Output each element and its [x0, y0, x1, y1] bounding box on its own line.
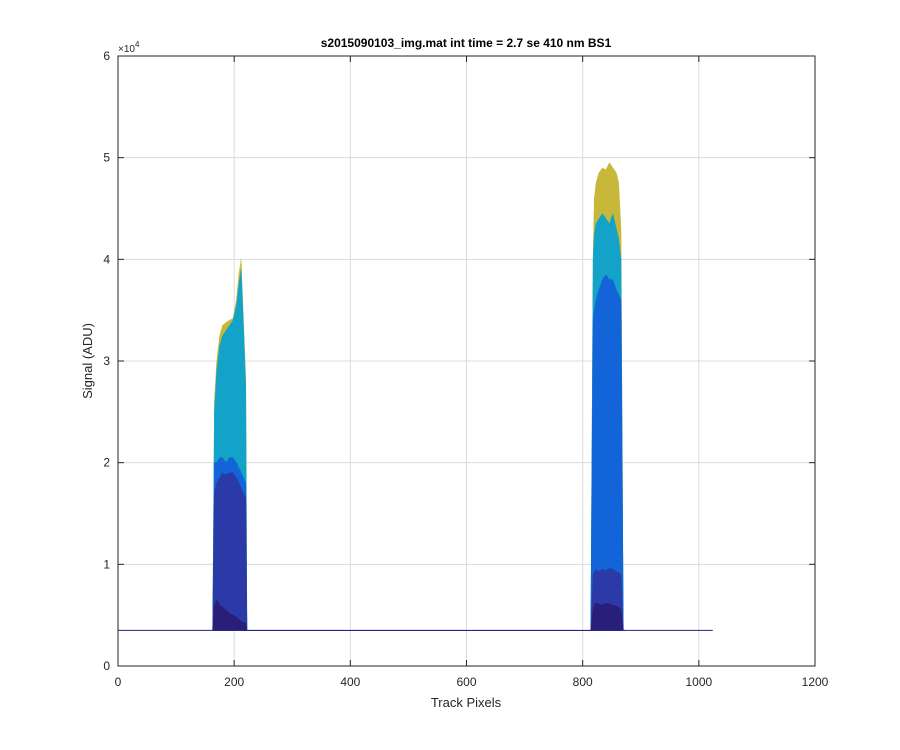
x-axis: 0 200 400 600 800 1000 1200: [115, 56, 829, 689]
area-series-5-peak-1: [212, 599, 250, 631]
area-series-3-peak-2: [249, 274, 626, 631]
y-tick-label: 3: [103, 354, 110, 368]
area-series: [212, 162, 626, 631]
y-tick-label: 2: [103, 456, 110, 470]
y-tick-label: 4: [103, 252, 110, 266]
area-series-4-peak-1: [212, 472, 250, 631]
chart-title: s2015090103_img.mat int time = 2.7 se 41…: [321, 36, 612, 50]
area-series-5-peak-2: [249, 602, 626, 631]
y-exponent-power: 4: [135, 40, 140, 49]
y-tick-label: 6: [103, 49, 110, 63]
x-tick-label: 1000: [685, 675, 712, 689]
x-tick-label: 400: [340, 675, 360, 689]
x-tick-label: 200: [224, 675, 244, 689]
y-tick-label: 0: [103, 659, 110, 673]
y-tick-label: 5: [103, 151, 110, 165]
x-tick-label: 1200: [802, 675, 829, 689]
x-tick-label: 600: [456, 675, 476, 689]
y-axis: 0 1 2 3 4 5 6: [103, 49, 815, 673]
y-axis-label: Signal (ADU): [80, 323, 95, 399]
area-series-4-peak-2: [249, 568, 626, 631]
y-exponent-base: ×10: [118, 44, 135, 55]
x-axis-label: Track Pixels: [431, 695, 502, 710]
x-tick-label: 800: [573, 675, 593, 689]
y-tick-label: 1: [103, 557, 110, 571]
x-tick-label: 0: [115, 675, 122, 689]
y-exponent-label: ×104: [118, 40, 140, 55]
